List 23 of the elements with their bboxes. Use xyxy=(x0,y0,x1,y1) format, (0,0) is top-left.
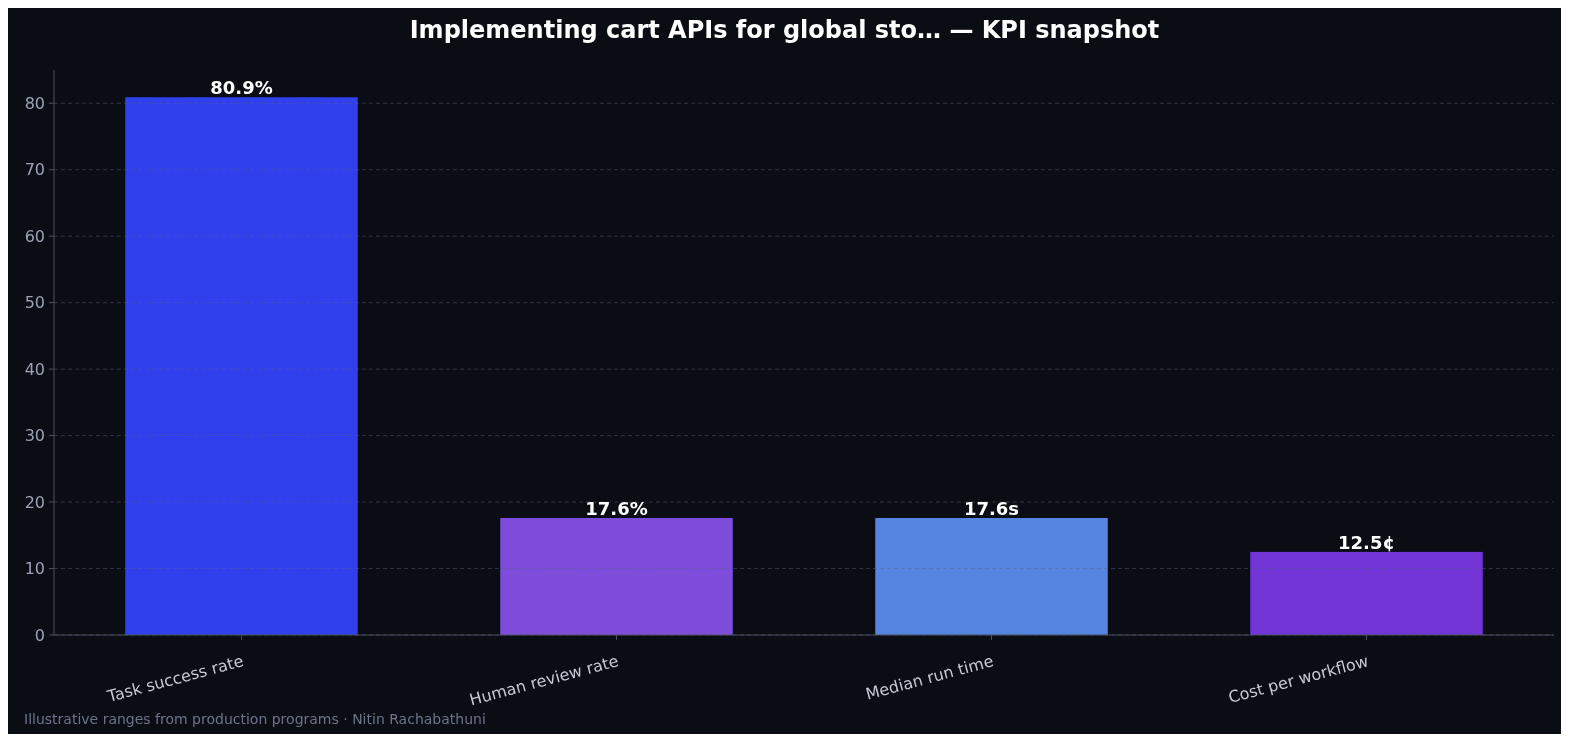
bar xyxy=(875,518,1108,635)
y-tick-label: 0 xyxy=(34,625,45,645)
x-tick-label: Cost per workflow xyxy=(1226,651,1371,707)
y-tick-label: 30 xyxy=(24,426,45,446)
bar xyxy=(125,97,358,635)
data-label: 12.5¢ xyxy=(1338,531,1395,553)
y-tick-label: 10 xyxy=(24,559,45,579)
text: Illustrative ranges from production programs · Nitin Rachabathuni xyxy=(24,711,486,727)
y-tick-label: 20 xyxy=(24,492,45,512)
chart-title: Implementing cart APIs for global sto… — KPI snapshot xyxy=(409,16,1160,44)
data-label: 80.9% xyxy=(210,77,273,99)
bar xyxy=(1250,551,1483,635)
y-tick-label: 80 xyxy=(24,93,45,113)
data-label: 17.6% xyxy=(585,498,648,520)
x-tick-label: Median run time xyxy=(863,651,996,704)
y-tick-label: 50 xyxy=(24,293,45,313)
bar xyxy=(500,518,733,635)
data-label: 17.6s xyxy=(963,498,1020,520)
x-tick-label: Task success rate xyxy=(104,651,246,707)
y-tick-label: 60 xyxy=(24,226,45,246)
y-tick-label: 40 xyxy=(24,359,45,379)
y-tick-label: 70 xyxy=(24,160,45,180)
x-tick-label: Human review rate xyxy=(467,651,621,710)
